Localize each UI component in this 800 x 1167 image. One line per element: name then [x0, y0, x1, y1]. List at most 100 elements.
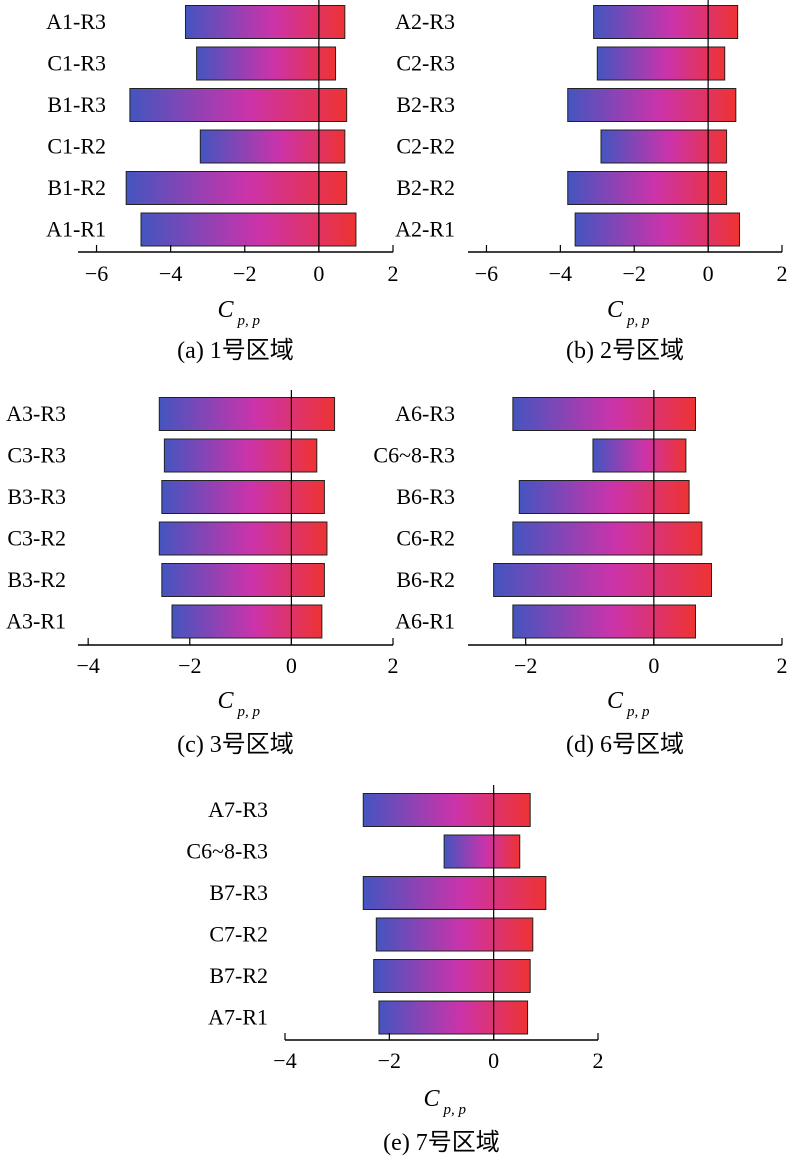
bar [199, 129, 346, 164]
x-tick-label: −2 [178, 653, 201, 678]
x-tick-label: 0 [703, 261, 714, 286]
category-label: B3-R3 [7, 484, 66, 509]
x-tick-label: −2 [514, 653, 537, 678]
bar [600, 129, 728, 164]
bar [512, 604, 696, 639]
category-label: C1-R3 [47, 51, 106, 76]
bar [163, 438, 318, 473]
category-label: A7-R3 [208, 797, 268, 822]
bar [362, 876, 547, 910]
chart-panel-0: A1-R3 C1-R3 B1-R3 C1-R2 B1-R2 A1-R1 −6 −4 −2 0 2 C p… [46, 0, 399, 364]
bar [574, 212, 741, 247]
bar [378, 1000, 529, 1035]
chart-panel-3: A6-R3 C6~8-R3 B6-R3 C6-R2 B6-R2 A6-R1 −2 0 2 C p, … [373, 390, 788, 758]
x-tick-label: 2 [593, 1048, 604, 1073]
category-label: C2-R3 [396, 51, 455, 76]
x-tick-label: −6 [475, 261, 498, 286]
bar [171, 604, 323, 639]
category-label: A3-R1 [6, 609, 66, 634]
bar [129, 88, 348, 122]
category-label: A6-R3 [395, 401, 455, 426]
x-axis-label-subscript: p, p [626, 313, 650, 329]
panel-caption: (d) 6号区域 [566, 731, 684, 758]
bar [161, 480, 325, 514]
bar [518, 480, 690, 514]
x-tick-label: −4 [76, 653, 99, 678]
bar [512, 397, 696, 431]
bar [140, 212, 357, 247]
x-tick-label: −4 [273, 1048, 296, 1073]
bar [184, 5, 346, 39]
x-axis-label-subscript: p, p [626, 704, 650, 720]
category-label: A2-R1 [395, 217, 455, 242]
bar [593, 5, 739, 39]
bar [161, 563, 325, 597]
category-label: B2-R2 [396, 175, 455, 200]
category-label: C6~8-R3 [373, 443, 455, 468]
category-label: B6-R3 [396, 484, 455, 509]
category-label: C3-R3 [7, 443, 66, 468]
category-label: A1-R1 [46, 217, 106, 242]
bar [373, 959, 531, 993]
bar [158, 521, 328, 556]
chart-panel-1: A2-R3 C2-R3 B2-R3 C2-R2 B2-R2 A2-R1 −6 −4 −2 0 2 C p… [395, 0, 788, 364]
x-axis-label-subscript: p, p [443, 1102, 467, 1118]
category-label: B3-R2 [7, 567, 66, 592]
category-label: C7-R2 [209, 922, 268, 947]
category-label: C6~8-R3 [186, 839, 268, 864]
x-axis-label: C [607, 297, 624, 323]
x-axis-label: C [217, 688, 234, 714]
bar [493, 563, 713, 597]
x-tick-label: 2 [777, 653, 788, 678]
x-tick-label: −2 [378, 1048, 401, 1073]
bar [512, 521, 703, 556]
category-label: B6-R2 [396, 567, 455, 592]
panel-caption: (c) 3号区域 [177, 731, 294, 758]
bar [362, 793, 531, 827]
bar [158, 397, 336, 431]
bar [567, 171, 728, 205]
bar [592, 438, 687, 473]
panel-caption: (a) 1号区域 [177, 337, 294, 364]
category-label: B7-R3 [209, 880, 268, 905]
bar [196, 46, 337, 81]
category-label: A7-R1 [208, 1005, 268, 1030]
category-label: A6-R1 [395, 609, 455, 634]
category-label: A1-R3 [46, 9, 106, 34]
category-label: C3-R2 [7, 526, 66, 551]
x-tick-label: 0 [313, 261, 324, 286]
category-label: B7-R2 [209, 963, 268, 988]
x-tick-label: −4 [549, 261, 572, 286]
bar [443, 834, 521, 869]
x-axis-label-subscript: p, p [237, 704, 261, 720]
x-axis-label: C [423, 1086, 440, 1112]
x-tick-label: 0 [648, 653, 659, 678]
category-label: C6-R2 [396, 526, 455, 551]
category-label: B1-R3 [47, 92, 106, 117]
x-tick-label: 2 [777, 261, 788, 286]
bar [567, 88, 737, 122]
category-label: C2-R2 [396, 134, 455, 159]
x-tick-label: −6 [85, 261, 108, 286]
x-axis-label: C [607, 688, 624, 714]
x-tick-label: −4 [159, 261, 182, 286]
category-label: B1-R2 [47, 175, 106, 200]
bar [596, 46, 726, 81]
panel-caption: (e) 7号区域 [383, 1129, 500, 1156]
x-axis-label-subscript: p, p [237, 313, 261, 329]
panel-caption: (b) 2号区域 [566, 337, 684, 364]
x-tick-label: −2 [233, 261, 256, 286]
category-label: B2-R3 [396, 92, 455, 117]
x-tick-label: 0 [286, 653, 297, 678]
bar [125, 171, 348, 205]
x-tick-label: 0 [488, 1048, 499, 1073]
x-tick-label: 2 [388, 653, 399, 678]
category-label: C1-R2 [47, 134, 106, 159]
category-label: A2-R3 [395, 9, 455, 34]
x-tick-label: 2 [388, 261, 399, 286]
bar [375, 917, 534, 952]
chart-panel-2: A3-R3 C3-R3 B3-R3 C3-R2 B3-R2 A3-R1 −4 −2 0 2 C p, … [6, 390, 399, 758]
chart-panel-4: A7-R3 C6~8-R3 B7-R3 C7-R2 B7-R2 A7-R1−4 −2 0 2 C p… [186, 785, 604, 1156]
category-label: A3-R3 [6, 401, 66, 426]
